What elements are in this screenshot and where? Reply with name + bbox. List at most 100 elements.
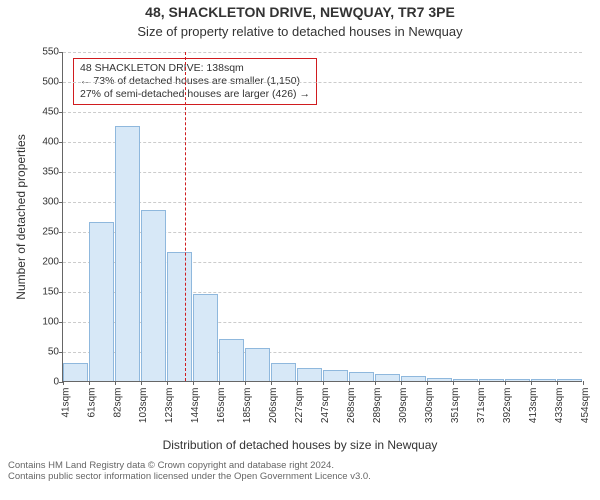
histogram-bar (219, 339, 244, 381)
xtick-label: 185sqm (243, 388, 254, 424)
xtick-mark (219, 381, 220, 385)
xtick-label: 41sqm (61, 388, 72, 418)
xtick-mark (531, 381, 532, 385)
xtick-mark (583, 381, 584, 385)
histogram-bar (115, 126, 140, 381)
attribution: Contains HM Land Registry data © Crown c… (0, 460, 600, 482)
xtick-label: 103sqm (139, 388, 150, 424)
xtick-label: 206sqm (269, 388, 280, 424)
xtick-label: 371sqm (477, 388, 488, 424)
ytick-label: 250 (31, 227, 59, 238)
histogram-bar (401, 376, 426, 381)
xtick-mark (557, 381, 558, 385)
attribution-line-2: Contains public sector information licen… (8, 471, 600, 482)
x-axis-label: Distribution of detached houses by size … (0, 438, 600, 452)
histogram-bar (531, 379, 556, 381)
gridline (63, 112, 582, 113)
xtick-mark (427, 381, 428, 385)
chart-container: { "title": "48, SHACKLETON DRIVE, NEWQUA… (0, 0, 600, 500)
xtick-mark (297, 381, 298, 385)
histogram-bar (323, 370, 348, 381)
gridline (63, 172, 582, 173)
ytick-label: 500 (31, 77, 59, 88)
xtick-label: 309sqm (399, 388, 410, 424)
xtick-mark (375, 381, 376, 385)
histogram-bar (167, 252, 192, 381)
ytick-label: 0 (31, 377, 59, 388)
gridline (63, 82, 582, 83)
xtick-mark (141, 381, 142, 385)
ytick-label: 400 (31, 137, 59, 148)
xtick-label: 351sqm (451, 388, 462, 424)
ytick-label: 150 (31, 287, 59, 298)
xtick-label: 433sqm (555, 388, 566, 424)
gridline (63, 142, 582, 143)
gridline (63, 52, 582, 53)
chart-subtitle: Size of property relative to detached ho… (0, 24, 600, 39)
ytick-label: 50 (31, 347, 59, 358)
xtick-mark (271, 381, 272, 385)
xtick-mark (349, 381, 350, 385)
xtick-label: 247sqm (321, 388, 332, 424)
xtick-mark (323, 381, 324, 385)
histogram-bar (271, 363, 296, 381)
annotation-line: 27% of semi-detached houses are larger (… (80, 88, 310, 101)
histogram-bar (245, 348, 270, 381)
gridline (63, 202, 582, 203)
histogram-bar (557, 379, 582, 381)
xtick-label: 454sqm (581, 388, 592, 424)
ytick-label: 300 (31, 197, 59, 208)
ytick-mark (59, 82, 63, 83)
xtick-mark (193, 381, 194, 385)
ytick-label: 550 (31, 47, 59, 58)
ytick-mark (59, 202, 63, 203)
xtick-label: 61sqm (87, 388, 98, 418)
xtick-label: 82sqm (113, 388, 124, 418)
ytick-mark (59, 322, 63, 323)
histogram-bar (193, 294, 218, 381)
ytick-mark (59, 352, 63, 353)
ytick-mark (59, 262, 63, 263)
histogram-bar (505, 379, 530, 381)
annotation-line: 48 SHACKLETON DRIVE: 138sqm (80, 62, 310, 75)
histogram-bar (453, 379, 478, 381)
xtick-label: 165sqm (217, 388, 228, 424)
ytick-mark (59, 52, 63, 53)
xtick-label: 227sqm (295, 388, 306, 424)
xtick-label: 289sqm (373, 388, 384, 424)
ytick-label: 200 (31, 257, 59, 268)
xtick-mark (505, 381, 506, 385)
chart-title: 48, SHACKLETON DRIVE, NEWQUAY, TR7 3PE (0, 4, 600, 20)
xtick-label: 392sqm (503, 388, 514, 424)
plot-area: 48 SHACKLETON DRIVE: 138sqm← 73% of deta… (62, 52, 582, 382)
histogram-bar (63, 363, 88, 381)
histogram-bar (375, 374, 400, 381)
xtick-mark (63, 381, 64, 385)
attribution-line-1: Contains HM Land Registry data © Crown c… (8, 460, 600, 471)
histogram-bar (427, 378, 452, 381)
xtick-mark (401, 381, 402, 385)
xtick-label: 144sqm (191, 388, 202, 424)
ytick-mark (59, 142, 63, 143)
ytick-mark (59, 232, 63, 233)
xtick-mark (89, 381, 90, 385)
ytick-label: 350 (31, 167, 59, 178)
xtick-mark (167, 381, 168, 385)
histogram-bar (479, 379, 504, 381)
ytick-label: 450 (31, 107, 59, 118)
xtick-mark (479, 381, 480, 385)
histogram-bar (349, 372, 374, 381)
ytick-mark (59, 292, 63, 293)
histogram-bar (89, 222, 114, 381)
histogram-bar (297, 368, 322, 381)
xtick-label: 413sqm (529, 388, 540, 424)
ytick-label: 100 (31, 317, 59, 328)
xtick-label: 268sqm (347, 388, 358, 424)
ytick-mark (59, 172, 63, 173)
xtick-label: 123sqm (165, 388, 176, 424)
xtick-mark (245, 381, 246, 385)
histogram-bar (141, 210, 166, 381)
y-axis-label: Number of detached properties (14, 52, 28, 382)
xtick-mark (453, 381, 454, 385)
property-marker-line (185, 52, 186, 381)
